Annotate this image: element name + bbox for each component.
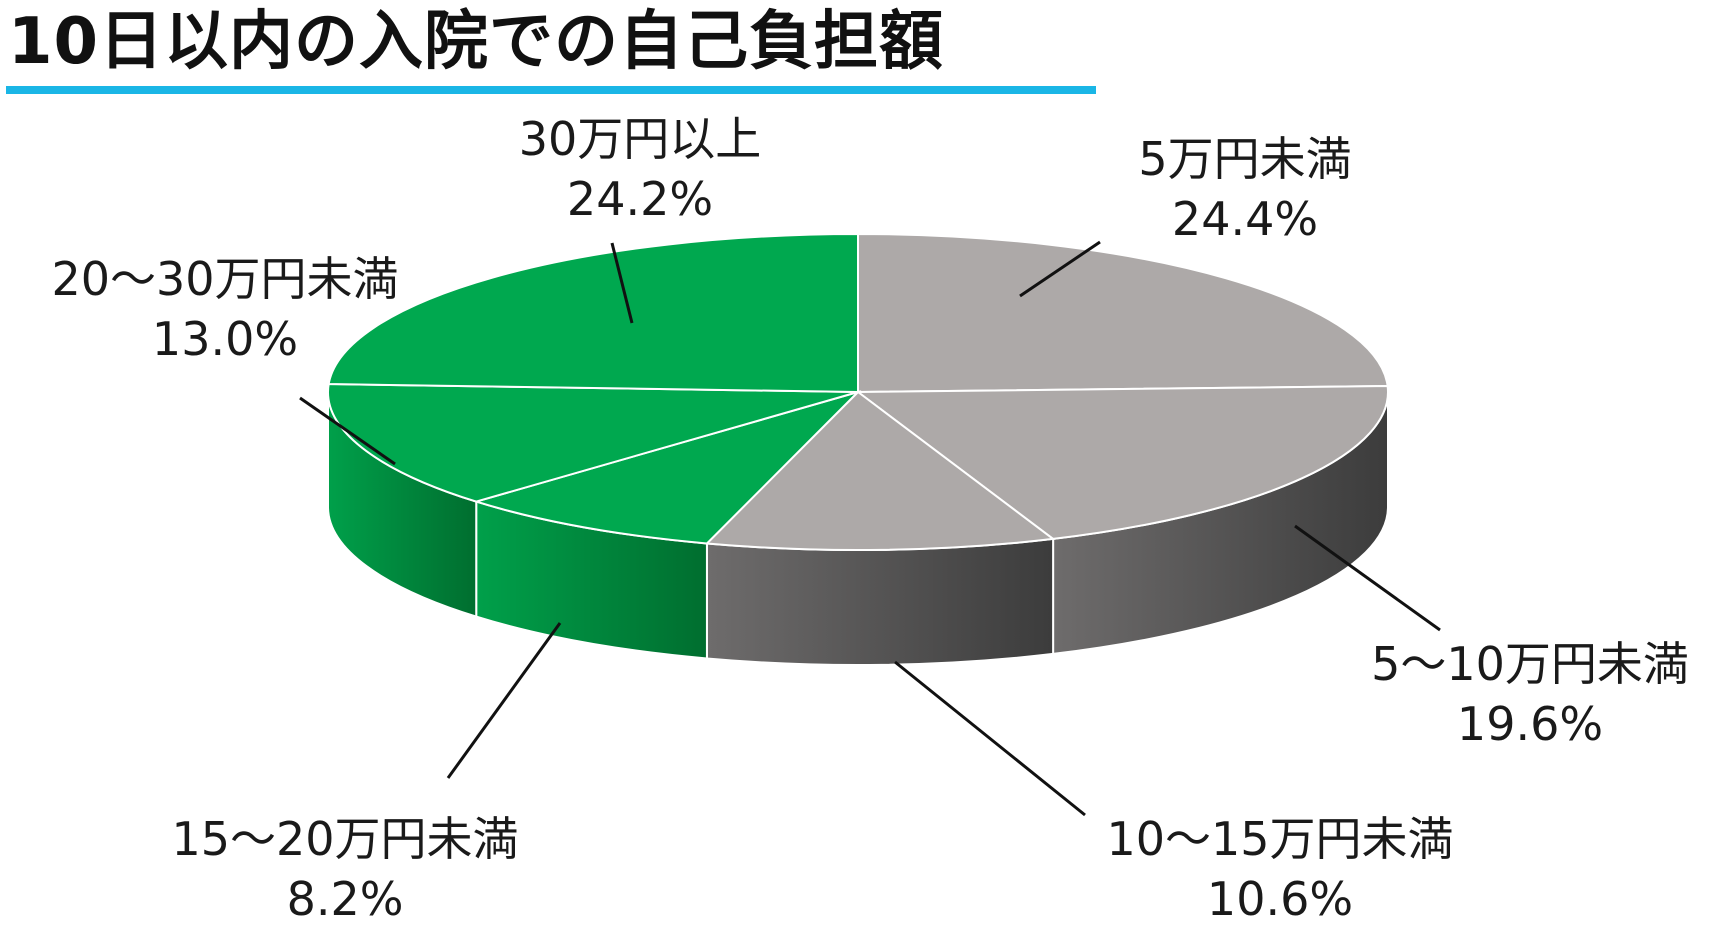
slice-2 [704, 390, 1056, 551]
slice-label-0: 5万円未満 [1138, 132, 1351, 186]
leader-line-3 [446, 622, 562, 779]
leader-line-4 [299, 396, 396, 466]
slice-value-2: 10.6% [1207, 872, 1353, 926]
slice-1 [855, 385, 1389, 540]
slice-labels: 5万円未満 24.4% 5～10万円未満 19.6% 10～15万円未満 10.6% 15～… [51, 112, 1688, 926]
leader-line-1 [1294, 524, 1441, 632]
slice-side-2 [705, 537, 1055, 666]
slice-value-3: 8.2% [287, 872, 404, 926]
slice-label-2: 10～15万円未満 [1106, 812, 1453, 866]
leader-line-5 [610, 242, 634, 324]
slice-label-3: 15～20万円未満 [171, 812, 518, 866]
leader-lines [299, 240, 1441, 817]
slice-3 [472, 389, 862, 545]
slice-label-5: 30万円以上 [519, 112, 762, 166]
slice-5 [327, 232, 859, 394]
pie-tops [327, 232, 1389, 551]
leader-line-0 [1019, 240, 1101, 298]
chart-title: 10日以内の入院での自己負担額 [8, 5, 945, 79]
slice-value-4: 13.0% [152, 312, 298, 366]
leader-line-2 [894, 660, 1086, 817]
slice-value-5: 24.2% [567, 172, 713, 226]
slice-4 [327, 383, 859, 503]
slice-value-1: 19.6% [1457, 697, 1603, 751]
slice-0 [857, 232, 1389, 394]
slice-label-4: 20～30万円未満 [51, 252, 398, 306]
pie-sides [327, 391, 1389, 666]
title-underline [6, 86, 1096, 94]
slice-value-0: 24.4% [1172, 192, 1318, 246]
slice-label-1: 5～10万円未満 [1371, 637, 1689, 691]
